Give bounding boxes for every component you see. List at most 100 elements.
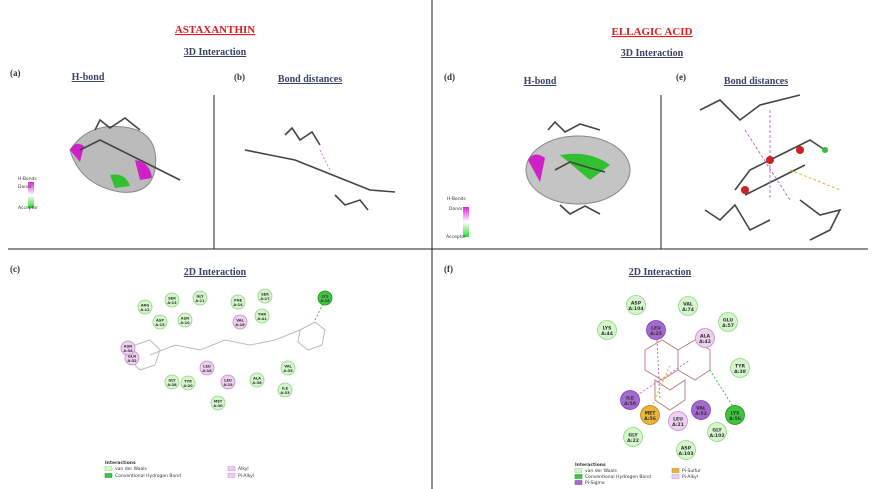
legend-label: Alkyl xyxy=(238,466,249,472)
molecule-2d xyxy=(630,340,735,415)
legend-label: Pi-Alkyl xyxy=(238,473,254,479)
residue-name: VAL xyxy=(696,405,706,411)
residue-id: A:74 xyxy=(682,307,694,313)
residue-id: A:14 xyxy=(233,303,243,307)
residue-name: LYS xyxy=(731,410,740,416)
legend-swatch xyxy=(105,467,112,471)
residue-name: MET xyxy=(214,399,223,403)
legend-label: Pi-Sulfur xyxy=(682,468,701,474)
legend-title: Interactions xyxy=(575,462,606,468)
compound-title: ASTAXANTHIN xyxy=(175,24,256,36)
molecule-3d xyxy=(700,95,840,240)
residue-id: A:42 xyxy=(699,339,711,345)
molecule-3d xyxy=(70,118,180,192)
residue-id: A:12 xyxy=(140,308,150,312)
colorbar-label: Acceptor xyxy=(446,234,466,240)
residue-id: A:50 xyxy=(624,401,636,407)
molecule-2d xyxy=(130,300,325,370)
residue-name: LYS xyxy=(322,294,329,298)
residue-name: VAL xyxy=(683,301,693,307)
molecule-3d xyxy=(245,128,395,210)
compound-title: ELLAGIC ACID xyxy=(612,26,693,38)
residue-name: GLU xyxy=(723,317,734,323)
residue-name: PHE xyxy=(234,298,243,302)
residue-name: LYS xyxy=(603,325,612,331)
panel-title: H-bond xyxy=(524,76,557,87)
residue-name: VAL xyxy=(236,318,244,322)
legend-swatch xyxy=(575,475,582,479)
residue-id: A:11 xyxy=(195,299,205,303)
panel-label: (a) xyxy=(10,68,21,78)
residue-id: A:57 xyxy=(722,323,734,329)
legend-swatch xyxy=(228,467,235,471)
residue-name: ASP xyxy=(681,445,692,451)
panel-label: (b) xyxy=(234,72,245,82)
residue-id: A:21 xyxy=(672,422,684,428)
residue-id: A:18 xyxy=(202,369,212,373)
colorbar-label: Donor xyxy=(18,184,32,190)
colorbar-label: Donor xyxy=(449,206,463,212)
residue-name: TYR xyxy=(184,379,192,383)
residue-name: SER xyxy=(168,296,176,300)
panel-title: H-bond xyxy=(72,72,105,83)
residue-id: A:35 xyxy=(283,369,293,373)
legend-label: van der Waals xyxy=(585,468,618,474)
residue-name: TYR xyxy=(735,363,745,369)
legend-label: Conventional Hydrogen Bond xyxy=(585,474,651,480)
residue-name: LEU xyxy=(224,378,232,382)
residue-id: A:44 xyxy=(601,331,613,337)
residue-name: ALA xyxy=(253,376,261,380)
panel-label: (f) xyxy=(444,264,453,274)
molecule-3d xyxy=(526,122,630,214)
legend-swatch xyxy=(575,469,582,473)
legend-label: Conventional Hydrogen Bond xyxy=(115,473,181,479)
residue-id: A:34 xyxy=(123,349,133,353)
panel-label: (c) xyxy=(10,264,20,274)
residue-id: A:56 xyxy=(644,416,656,422)
residue-id: A:38 xyxy=(734,369,746,375)
panel-title: 2D Interaction xyxy=(184,267,247,278)
residue-id: A:104 xyxy=(628,306,643,312)
legend-label: Pi-Alkyl xyxy=(682,474,698,480)
residue-id: A:25 xyxy=(650,331,662,337)
residue-id: A:56 xyxy=(729,416,741,422)
section-title: 3D Interaction xyxy=(184,47,247,58)
residue-id: A:19 xyxy=(223,383,233,387)
legend-label: van der Waals xyxy=(115,466,148,472)
residue-name: GLY xyxy=(628,432,638,438)
colorbar-title: H-Bonds xyxy=(447,196,466,202)
residue-name: LEU xyxy=(651,325,661,331)
panel-title: 2D Interaction xyxy=(629,267,692,278)
residue-id: A:20 xyxy=(183,384,193,388)
residue-id: A:10 xyxy=(180,321,190,325)
residue-id: A:13 xyxy=(167,301,177,305)
residue-name: VAL xyxy=(284,364,292,368)
residue-name: LEU xyxy=(203,364,211,368)
residue-id: A:102 xyxy=(709,433,724,439)
legend-swatch xyxy=(105,474,112,478)
legend-swatch xyxy=(672,469,679,473)
legend-swatch xyxy=(672,475,679,479)
panel-label: (d) xyxy=(444,72,455,82)
residue-name: ASN xyxy=(124,344,132,348)
residue-id: A:28 xyxy=(167,383,177,387)
residue-name: GLY xyxy=(196,294,204,298)
residue-id: A:22 xyxy=(627,438,639,444)
section-title: 3D Interaction xyxy=(621,48,684,59)
colorbar xyxy=(463,207,469,237)
residue-name: GLY xyxy=(168,378,176,382)
legend-swatch xyxy=(575,481,582,485)
residue-name: ILE xyxy=(282,386,289,390)
residue-name: ALA xyxy=(700,333,710,339)
residue-name: ARG xyxy=(141,303,150,307)
residue-id: A:16 xyxy=(320,299,330,303)
residue-id: A:36 xyxy=(252,381,262,385)
residue-name: GLY xyxy=(712,427,722,433)
legend-swatch xyxy=(228,474,235,478)
residue-id: A:103 xyxy=(678,451,693,457)
residue-name: MET xyxy=(645,410,657,416)
colorbar-title: H-Bonds xyxy=(18,176,37,182)
residue-id: A:15 xyxy=(155,323,165,327)
residue-id: A:41 xyxy=(257,317,267,321)
residue-name: ASP xyxy=(156,318,164,322)
